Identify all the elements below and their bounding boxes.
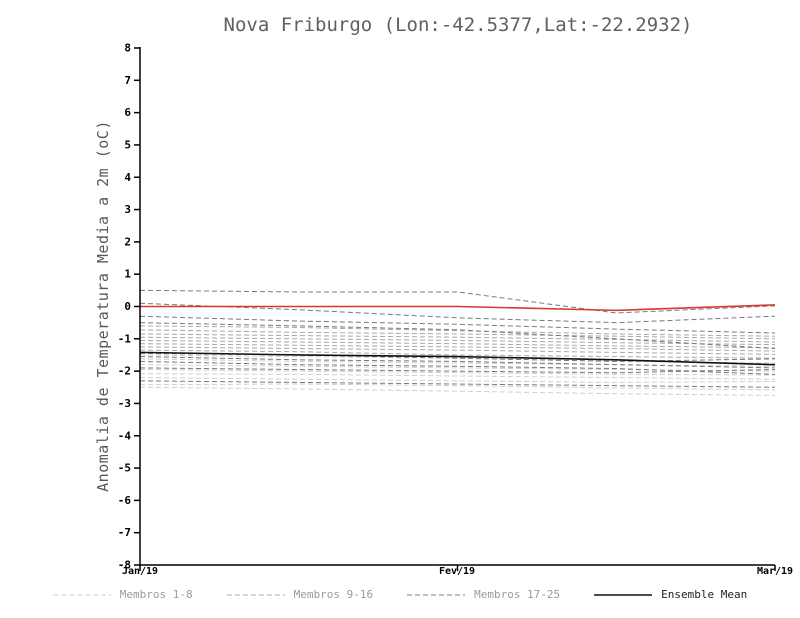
legend-label: Membros 9-16 — [293, 588, 374, 601]
x-tick-label-mar: Mar/19 — [756, 566, 794, 577]
chart-title: Nova Friburgo (Lon:-42.5377,Lat:-22.2932… — [223, 14, 693, 36]
legend-label: Ensemble Mean — [661, 588, 748, 601]
legend-item-membros-9-16: Membros 9-16 — [226, 588, 374, 601]
svg-text:-2: -2 — [118, 365, 131, 378]
x-tick-label-fev: Fev/19 — [438, 566, 476, 577]
legend-item-membros-1-8: Membros 1-8 — [52, 588, 193, 601]
svg-text:-1: -1 — [118, 332, 132, 345]
legend-label: Membros 1-8 — [119, 588, 193, 601]
legend-line-sample-membros-9-16 — [226, 592, 285, 598]
svg-text:-3: -3 — [118, 397, 131, 410]
svg-text:-6: -6 — [118, 494, 132, 507]
legend-line-sample-membros-17-25 — [407, 592, 466, 598]
legend: Membros 1-8 Membros 9-16 Membros 17-25 E… — [0, 588, 800, 601]
svg-text:7: 7 — [124, 74, 131, 87]
svg-text:0: 0 — [124, 300, 131, 313]
svg-text:2: 2 — [124, 235, 131, 248]
svg-text:-7: -7 — [118, 526, 131, 539]
svg-text:6: 6 — [124, 106, 131, 119]
y-axis-label: Anomalia de Temperatura Media a 2m (oC) — [94, 120, 112, 492]
svg-text:-4: -4 — [118, 429, 132, 442]
legend-item-ensemble-mean: Ensemble Mean — [594, 588, 747, 601]
svg-text:-8: -8 — [118, 559, 131, 572]
legend-label: Membros 17-25 — [474, 588, 561, 601]
x-tick-label-jan: Jan/19 — [121, 566, 159, 577]
legend-item-membros-17-25: Membros 17-25 — [407, 588, 560, 601]
svg-text:4: 4 — [124, 171, 131, 184]
svg-text:-5: -5 — [118, 462, 131, 475]
svg-text:8: 8 — [124, 42, 131, 55]
svg-text:1: 1 — [124, 268, 131, 281]
legend-line-sample-membros-1-8 — [52, 592, 111, 598]
svg-text:3: 3 — [124, 203, 131, 216]
legend-line-sample-ensemble-mean — [594, 592, 653, 598]
svg-text:5: 5 — [124, 138, 131, 151]
